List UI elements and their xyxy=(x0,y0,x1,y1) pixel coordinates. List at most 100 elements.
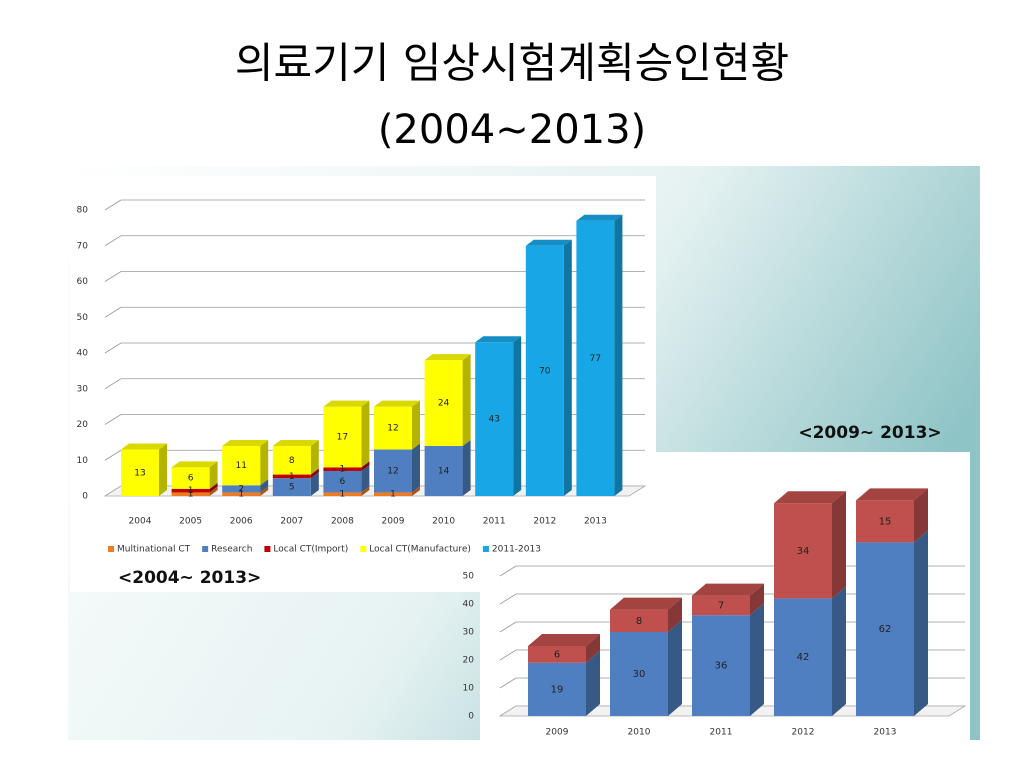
data-label: 1 xyxy=(390,490,396,500)
data-label: 12 xyxy=(387,466,398,476)
data-label: 5 xyxy=(289,483,295,493)
x-tick-label: 2007 xyxy=(280,517,303,527)
x-tick-label: 2011 xyxy=(710,728,733,738)
bar-side xyxy=(412,400,420,450)
slide-subtitle: (2004~2013) xyxy=(378,107,646,153)
bar-side xyxy=(260,439,269,486)
bar-side xyxy=(361,400,370,468)
x-tick-label: 2011 xyxy=(483,517,506,527)
grid-line xyxy=(499,565,517,577)
bar-segment xyxy=(222,485,261,493)
y-tick-label: 10 xyxy=(463,684,475,694)
y-tick-label: 10 xyxy=(77,456,89,466)
legend-swatch xyxy=(360,546,367,552)
bar-segment xyxy=(610,632,668,716)
bar-segment xyxy=(692,595,750,616)
bar-segment xyxy=(610,609,668,632)
bar-top xyxy=(525,239,572,246)
bar-side xyxy=(586,650,600,716)
data-label: 1 xyxy=(188,490,194,500)
bar-segment xyxy=(424,360,463,446)
slide-title: 의료기기 임상시험계획승인현황 xyxy=(235,39,789,88)
bar-side xyxy=(209,482,218,493)
bar-segment xyxy=(323,492,362,496)
x-tick-label: 2012 xyxy=(792,728,815,738)
bar-side xyxy=(310,468,319,479)
bar-top xyxy=(121,443,167,450)
bar-side xyxy=(361,486,370,496)
bar-segment xyxy=(774,598,832,716)
bar-segment xyxy=(171,492,210,496)
bar-side xyxy=(412,443,420,493)
x-tick-label: 2009 xyxy=(546,728,569,738)
legend-swatch xyxy=(108,546,114,552)
bar-top xyxy=(528,634,600,646)
bar-top xyxy=(222,439,269,446)
data-label: 6 xyxy=(188,474,194,484)
bar-side xyxy=(260,486,269,496)
data-label: 70 xyxy=(539,366,551,376)
x-tick-label: 2009 xyxy=(382,517,405,527)
bar-segment xyxy=(576,220,615,496)
data-label: 24 xyxy=(438,399,450,409)
bar-top xyxy=(576,214,623,221)
bar-segment xyxy=(323,467,362,471)
y-tick-label: 40 xyxy=(77,349,89,359)
bar-segment xyxy=(323,406,362,468)
data-label: 17 xyxy=(337,433,348,443)
y-tick-label: 50 xyxy=(77,313,89,323)
data-label: 6 xyxy=(340,477,346,487)
data-label: 8 xyxy=(636,616,642,627)
bar-segment xyxy=(272,445,311,475)
bar-side xyxy=(361,461,370,471)
x-tick-label: 2004 xyxy=(129,517,152,527)
bar-segment xyxy=(222,492,261,496)
data-label: 14 xyxy=(438,466,450,476)
x-tick-label: 2010 xyxy=(432,517,455,527)
data-label: 1 xyxy=(340,465,346,475)
bar-side xyxy=(209,461,218,489)
bar-side xyxy=(750,583,764,616)
y-tick-label: 60 xyxy=(77,277,89,287)
bar-side xyxy=(462,354,471,446)
bar-segment xyxy=(692,615,750,716)
data-label: 1 xyxy=(289,472,295,482)
legend-label: Local CT(Import) xyxy=(273,545,348,555)
data-label: 2 xyxy=(238,484,244,494)
y-tick-label: 0 xyxy=(468,712,474,722)
bar-side xyxy=(750,603,764,716)
bar-segment xyxy=(323,470,362,493)
grid-line xyxy=(104,414,122,425)
x-tick-label: 2013 xyxy=(874,728,897,738)
legend-swatch xyxy=(482,546,489,552)
data-label: 36 xyxy=(715,661,728,672)
grid-line xyxy=(104,449,122,461)
legend-label: Local CT(Manufacture) xyxy=(369,545,471,555)
bar-side xyxy=(412,486,420,496)
bar-segment xyxy=(475,342,514,496)
bar-segment xyxy=(856,500,914,543)
data-label: 43 xyxy=(488,415,499,425)
y-tick-label: 70 xyxy=(77,241,89,251)
legend-swatch xyxy=(264,546,271,552)
bar-top xyxy=(171,461,218,468)
bar-side xyxy=(563,239,572,496)
bar-top xyxy=(272,439,319,446)
grid-line xyxy=(104,342,122,354)
chart-title: <2009~ 2013> xyxy=(798,423,941,443)
data-label: 15 xyxy=(879,516,892,527)
grid-line xyxy=(104,306,122,318)
bar-side xyxy=(586,634,600,663)
data-label: 30 xyxy=(633,669,646,680)
bar-segment xyxy=(272,478,311,496)
data-label: 11 xyxy=(235,461,246,471)
grid-line xyxy=(499,649,517,661)
grid-line xyxy=(104,199,122,211)
y-tick-label: 30 xyxy=(77,384,89,394)
legend-label: Research xyxy=(211,545,252,555)
bar-segment xyxy=(528,662,586,716)
bar-segment xyxy=(121,449,159,496)
y-tick-label: 80 xyxy=(77,206,89,216)
data-label: 1 xyxy=(238,490,244,500)
bar-segment xyxy=(374,492,412,496)
